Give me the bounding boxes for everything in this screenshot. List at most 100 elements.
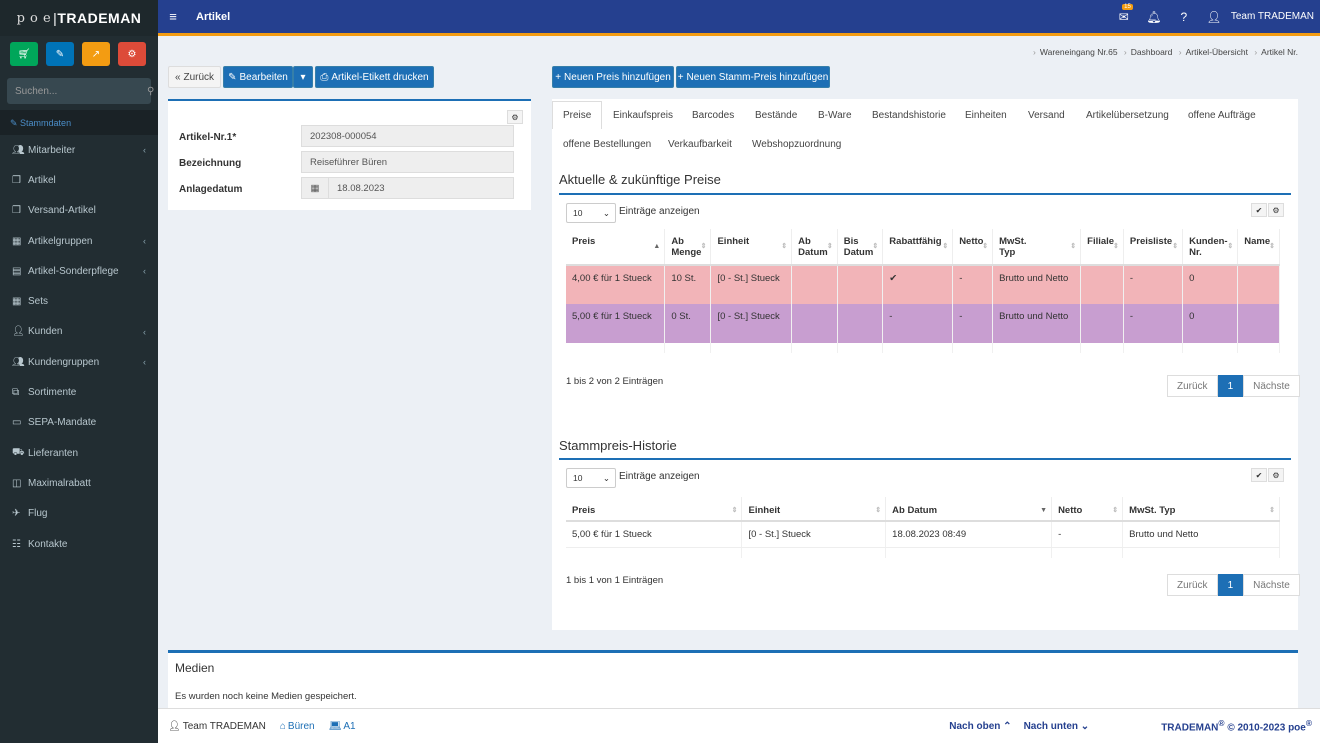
table-cell (791, 304, 838, 343)
tab-offene-bestellungen[interactable]: offene Bestellungen (563, 138, 652, 150)
scroll-down-link[interactable]: Nach unten ⌄ (1024, 721, 1090, 732)
cart-button[interactable]: 🛒︎ (10, 42, 38, 66)
check-icon[interactable]: ✔ (1251, 468, 1267, 482)
sidebar-item-kontakte[interactable]: ☷ Kontakte (0, 529, 158, 559)
tab-preise[interactable]: Preise (552, 101, 603, 129)
tab-b-ware[interactable]: B-Ware (818, 109, 852, 121)
column-header[interactable]: Preisliste ⇕ (1123, 229, 1184, 266)
bell-icon[interactable]: 🔔︎ (1146, 9, 1162, 24)
next-page-button[interactable]: Nächste (1243, 574, 1300, 596)
prev-page-button[interactable]: Zurück (1167, 574, 1218, 596)
column-header[interactable]: MwSt. Typ ⇕ (1122, 497, 1280, 522)
cogs-icon[interactable]: ⚙ (1268, 203, 1284, 217)
name-field[interactable]: Reiseführer Büren (301, 151, 514, 173)
column-header[interactable]: Kunden- Nr. ⇕ (1182, 229, 1239, 266)
tab-artikeluebersetzung[interactable]: Artikelübersetzung (1086, 109, 1169, 121)
new-price-button[interactable]: + Neuen Preis hinzufügen (552, 66, 674, 88)
table-row[interactable]: 5,00 € für 1 Stueck [0 - St.] Stueck 18.08… (566, 521, 1280, 548)
form-settings-icon[interactable]: ⚙ (507, 110, 523, 124)
sidebar-item-maximalrabatt[interactable]: ◫ Maximalrabatt (0, 468, 158, 498)
page-1-button[interactable]: 1 (1217, 375, 1244, 397)
date-field[interactable]: 18.08.2023 (328, 177, 514, 199)
column-header[interactable]: Netto ⇕ (1051, 497, 1124, 522)
sidebar-item-kunden[interactable]: 👤︎ Kunden ‹ (0, 317, 158, 347)
column-header[interactable]: Preis ▲ (566, 229, 666, 266)
edit-dropdown-toggle[interactable]: ▾ (293, 66, 313, 88)
scroll-up-link[interactable]: Nach oben ⌃ (949, 721, 1011, 732)
tab-bestandshistorie[interactable]: Bestandshistorie (872, 109, 946, 121)
sidebar-item-artikel[interactable]: ❒ Artikel (0, 165, 158, 195)
tab-bestaende[interactable]: Bestände (755, 109, 798, 121)
sidebar-item-flug[interactable]: ✈ Flug (0, 499, 158, 529)
table-row[interactable]: 5,00 € für 1 Stueck 0 St. [0 - St.] Stueck… (566, 304, 1280, 343)
history-length-select[interactable]: 10 ⌄ (566, 468, 616, 488)
tab-verkaufbarkeit[interactable]: Verkaufbarkeit (668, 138, 732, 150)
search-icon[interactable]: ⚲ (147, 85, 155, 97)
menu-toggle-icon[interactable]: ≡ (169, 9, 177, 24)
search-input[interactable] (15, 85, 147, 97)
sidebar-item-sets[interactable]: ▦ Sets (0, 286, 158, 316)
tab-einkaufspreis[interactable]: Einkaufspreis (613, 109, 674, 121)
footer-location[interactable]: Büren (287, 720, 315, 732)
table-cell: - (952, 304, 994, 343)
page-1-button[interactable]: 1 (1217, 574, 1244, 596)
column-header[interactable]: Preis ⇕ (566, 497, 743, 522)
sidebar-item-kundengruppen[interactable]: 👥︎ Kundengruppen ‹ (0, 347, 158, 377)
tab-webshopzuordnung[interactable]: Webshopzuordnung (752, 138, 842, 150)
breadcrumb-item[interactable]: Dashboard (1130, 47, 1173, 57)
column-header[interactable]: Bis Datum ⇕ (837, 229, 884, 266)
artnr-field[interactable]: 202308-000054 (301, 125, 514, 147)
next-page-button[interactable]: Nächste (1243, 375, 1300, 397)
sidebar-item-versand-artikel[interactable]: ❒ Versand-Artikel (0, 196, 158, 226)
check-icon[interactable]: ✔ (1251, 203, 1267, 217)
column-header[interactable]: MwSt. Typ ⇕ (992, 229, 1082, 266)
sidebar-section-stammdaten[interactable]: ✎ Stammdaten (0, 110, 158, 135)
print-label-button[interactable]: ⎙ Artikel-Etikett drucken (315, 66, 434, 88)
new-master-price-button[interactable]: + Neuen Stamm-Preis hinzufügen (676, 66, 830, 88)
sidebar-item-sortimente[interactable]: ⧉ Sortimente (0, 377, 158, 407)
column-header[interactable]: Name ⇕ (1237, 229, 1280, 266)
breadcrumb-item[interactable]: Artikel-Übersicht (1185, 47, 1248, 57)
column-header[interactable]: Einheit ⇕ (710, 229, 793, 266)
help-icon[interactable]: ? (1180, 9, 1188, 24)
logo[interactable]: p o e | TRADEMAN (0, 0, 158, 36)
tab-barcodes[interactable]: Barcodes (692, 109, 735, 121)
sidebar-item-artikel-sonderpflege[interactable]: ▤ Artikel-Sonderpflege ‹ (0, 256, 158, 286)
edit-button[interactable]: ✎ Bearbeiten (223, 66, 293, 88)
column-header[interactable]: Ab Menge ⇕ (664, 229, 712, 266)
back-button[interactable]: «Zurück (168, 66, 221, 88)
cogs-button[interactable]: ⚙ (118, 42, 146, 66)
sidebar-item-sepa-mandate[interactable]: ▭ SEPA-Mandate (0, 408, 158, 438)
column-header[interactable]: Ab Datum ⇕ (791, 229, 838, 266)
tab-versand[interactable]: Versand (1028, 109, 1065, 121)
column-header[interactable]: Einheit ⇕ (741, 497, 887, 522)
breadcrumb-item[interactable]: Wareneingang Nr.65 (1039, 47, 1118, 57)
prices-length-select[interactable]: 10 ⌄ (566, 203, 616, 223)
pencil-button[interactable]: ✎ (46, 42, 74, 66)
column-header[interactable]: Ab Datum ▼ (885, 497, 1053, 522)
sidebar-item-lieferanten[interactable]: ⛟ Lieferanten (0, 438, 158, 468)
cogs-icon[interactable]: ⚙ (1268, 468, 1284, 482)
table-row-empty (566, 343, 1280, 353)
tab-offene-auftraege[interactable]: offene Aufträge (1188, 109, 1256, 121)
footer-device[interactable]: A1 (343, 720, 356, 732)
user-icon[interactable]: 👤︎ (1206, 9, 1222, 24)
user-name[interactable]: Team TRADEMAN (1230, 11, 1314, 22)
column-header[interactable]: Netto ⇕ (952, 229, 994, 266)
chevron-down-icon: ⌄ (602, 207, 610, 218)
sidebar-item-artikelgruppen[interactable]: ▦ Artikelgruppen ‹ (0, 226, 158, 256)
column-header[interactable]: Filiale ⇕ (1080, 229, 1124, 266)
mail-icon[interactable]: ✉ 15 (1118, 3, 1133, 24)
table-cell: ✔ (882, 265, 954, 304)
table-icon: ▤ (12, 265, 22, 277)
prev-page-button[interactable]: Zurück (1167, 375, 1218, 397)
column-header[interactable]: Rabattfähig ⇕ (882, 229, 954, 266)
calendar-icon[interactable]: ▦ (301, 177, 329, 199)
copyright-poe[interactable]: poe (1288, 722, 1306, 734)
cogs-icon: ⚙ (127, 48, 137, 60)
sidebar-item-mitarbeiter[interactable]: 👥︎ Mitarbeiter ‹ (0, 135, 158, 165)
tab-einheiten[interactable]: Einheiten (965, 109, 1007, 121)
chart-button[interactable]: ↗ (82, 42, 110, 66)
table-row[interactable]: 4,00 € für 1 Stueck 10 St. [0 - St.] Stuec… (566, 265, 1280, 304)
column-header-line (889, 247, 946, 260)
